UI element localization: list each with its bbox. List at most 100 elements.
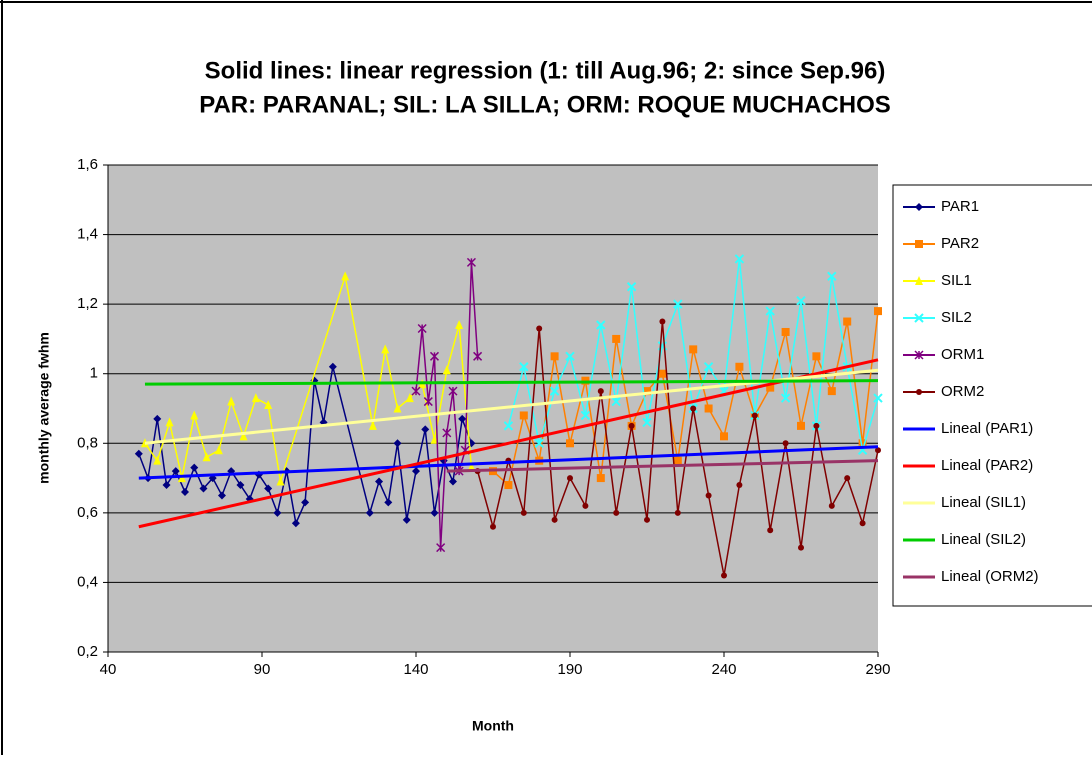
- x-tick-label: 140: [403, 661, 428, 678]
- legend-label: PAR1: [941, 198, 979, 215]
- marker: [328, 362, 337, 371]
- marker: [765, 306, 775, 316]
- marker: [239, 431, 248, 441]
- marker: [429, 351, 440, 361]
- marker: [405, 393, 414, 403]
- y-axis-label: monthly average fwhm: [36, 332, 52, 484]
- marker: [153, 455, 162, 465]
- series: [411, 257, 483, 553]
- marker: [720, 432, 728, 441]
- marker: [703, 362, 714, 372]
- legend-label: Lineal (SIL1): [941, 494, 1026, 511]
- marker: [473, 351, 483, 361]
- marker: [490, 523, 496, 530]
- marker: [153, 414, 162, 423]
- marker: [519, 411, 528, 420]
- chart-subtitle: PAR: PARANAL; SIL: LA SILLA; ORM: ROQUE …: [199, 91, 891, 118]
- marker: [134, 449, 143, 458]
- marker: [751, 412, 758, 419]
- y-tick-label: 1,2: [77, 295, 98, 312]
- marker: [384, 498, 393, 507]
- x-tick-label: 290: [865, 661, 890, 678]
- legend-label: SIL2: [941, 309, 972, 326]
- marker: [611, 396, 621, 407]
- marker: [264, 400, 273, 410]
- marker: [520, 509, 527, 516]
- marker: [915, 203, 923, 211]
- marker: [264, 484, 273, 493]
- marker: [466, 257, 476, 267]
- marker: [565, 351, 575, 362]
- y-tick-label: 1,4: [77, 226, 98, 243]
- marker: [659, 318, 666, 325]
- marker: [721, 572, 727, 579]
- data-line: [144, 276, 473, 482]
- marker: [844, 475, 851, 482]
- trend-line: [138, 445, 879, 480]
- marker: [381, 344, 390, 354]
- marker: [273, 508, 282, 517]
- series: [138, 445, 879, 480]
- marker: [567, 475, 573, 482]
- marker: [858, 439, 867, 448]
- legend-label: PAR2: [941, 235, 979, 252]
- marker: [914, 313, 924, 323]
- marker: [550, 352, 559, 361]
- marker: [217, 491, 226, 500]
- marker: [812, 352, 821, 361]
- marker: [393, 403, 402, 413]
- marker: [690, 405, 697, 412]
- marker: [421, 425, 430, 434]
- marker: [534, 438, 544, 448]
- marker: [628, 422, 635, 429]
- marker: [827, 387, 836, 396]
- series: [446, 459, 879, 473]
- data-line: [138, 366, 473, 526]
- marker: [781, 327, 790, 336]
- marker: [549, 386, 560, 396]
- marker: [236, 481, 245, 490]
- marker: [214, 445, 223, 455]
- series: [474, 318, 881, 579]
- marker: [393, 439, 402, 448]
- marker: [580, 410, 591, 421]
- marker: [827, 271, 837, 282]
- marker: [735, 362, 744, 371]
- marker: [643, 387, 651, 396]
- marker: [442, 428, 452, 438]
- marker: [767, 527, 774, 534]
- marker: [642, 417, 652, 428]
- marker: [417, 323, 427, 334]
- marker: [227, 396, 236, 406]
- marker: [566, 439, 574, 448]
- marker: [704, 404, 713, 413]
- y-tick-label: 0,4: [77, 573, 98, 590]
- marker: [301, 498, 310, 507]
- marker: [536, 325, 543, 332]
- legend-label: ORM2: [941, 383, 984, 400]
- marker: [504, 481, 513, 490]
- marker: [402, 515, 411, 524]
- series: [144, 379, 879, 386]
- marker: [873, 393, 883, 403]
- marker: [551, 516, 558, 523]
- marker: [916, 389, 922, 395]
- marker: [276, 476, 285, 486]
- marker: [412, 467, 420, 476]
- marker: [796, 295, 806, 306]
- marker: [455, 320, 464, 330]
- marker: [503, 421, 514, 431]
- marker: [251, 393, 260, 403]
- marker: [448, 477, 457, 486]
- marker: [782, 440, 789, 447]
- y-tick-label: 0,2: [77, 643, 98, 660]
- marker: [674, 509, 681, 516]
- legend-box: [892, 184, 1092, 607]
- marker: [875, 447, 881, 454]
- marker: [190, 463, 199, 472]
- marker: [859, 520, 866, 527]
- marker: [442, 365, 451, 375]
- y-tick-label: 1: [90, 365, 98, 382]
- legend-label: Lineal (PAR2): [941, 457, 1033, 474]
